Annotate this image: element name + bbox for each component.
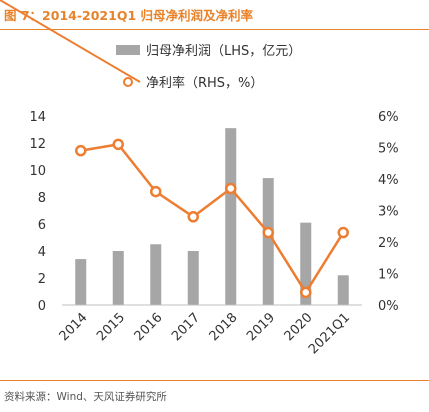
chart-canvas: 归母净利润（LHS，亿元） 净利率（RHS，%） 0 2 4 6 8 10 12 14 0% 1%… [0, 0, 399, 357]
legend-line-swatch [0, 0, 141, 83]
x-tick-label: 2019 [244, 310, 278, 344]
right-tick-label: 1% [378, 268, 399, 283]
x-tick-label: 2020 [282, 310, 316, 344]
left-tick-label: 12 [29, 137, 46, 152]
legend-bar-swatch [116, 45, 140, 55]
net-margin-line [80, 143, 345, 294]
left-tick-label: 10 [29, 164, 46, 179]
legend-line-label: 净利率（RHS，%） [146, 75, 263, 91]
left-tick-label: 0 [38, 299, 46, 314]
line-point-2017 [187, 211, 199, 223]
bar-2014 [75, 259, 87, 305]
line-point-2019 [262, 226, 274, 239]
x-tick-label: 2018 [207, 310, 241, 344]
x-tick-label: 2017 [169, 310, 203, 344]
right-tick-label: 5% [378, 142, 399, 157]
x-tick-label: 2016 [132, 310, 166, 344]
left-tick-label: 6 [38, 218, 46, 233]
line-point-2016 [150, 185, 162, 198]
right-tick-label: 6% [378, 110, 399, 125]
chart-title: 图 7：2014-2021Q1 归母净利润及净利率 [4, 8, 253, 23]
x-tick-label: 2015 [94, 310, 128, 344]
right-tick-label: 4% [378, 173, 399, 188]
legend: 归母净利润（LHS，亿元） 净利率（RHS，%） [0, 0, 301, 91]
bar-2021Q1 [337, 275, 349, 305]
bar-2015 [112, 251, 124, 305]
line-point-2021Q1 [337, 226, 349, 239]
bar-2018 [225, 128, 237, 305]
line-point-2020 [300, 286, 312, 299]
bar-2016 [150, 244, 162, 305]
footer-divider [0, 380, 429, 381]
line-point-2015 [112, 138, 124, 151]
right-tick-label: 3% [378, 205, 399, 220]
line-point-2018 [225, 182, 237, 195]
left-tick-label: 2 [38, 272, 46, 287]
legend-line-marker [123, 77, 133, 87]
x-tick-label: 2021Q1 [306, 310, 353, 357]
title-divider [0, 29, 429, 30]
left-tick-label: 4 [38, 245, 46, 260]
right-tick-label: 0% [378, 299, 399, 314]
bar-2020 [300, 222, 312, 305]
legend-bar-label: 归母净利润（LHS，亿元） [146, 44, 301, 59]
left-tick-label: 8 [38, 191, 46, 206]
right-tick-label: 2% [378, 236, 399, 251]
bar-2017 [187, 251, 199, 305]
line-point-2014 [75, 144, 87, 157]
x-tick-label: 2014 [57, 310, 91, 344]
source-note: 资料来源：Wind、天风证券研究所 [4, 391, 167, 403]
bar-2019 [262, 178, 274, 305]
left-tick-label: 14 [29, 110, 46, 125]
